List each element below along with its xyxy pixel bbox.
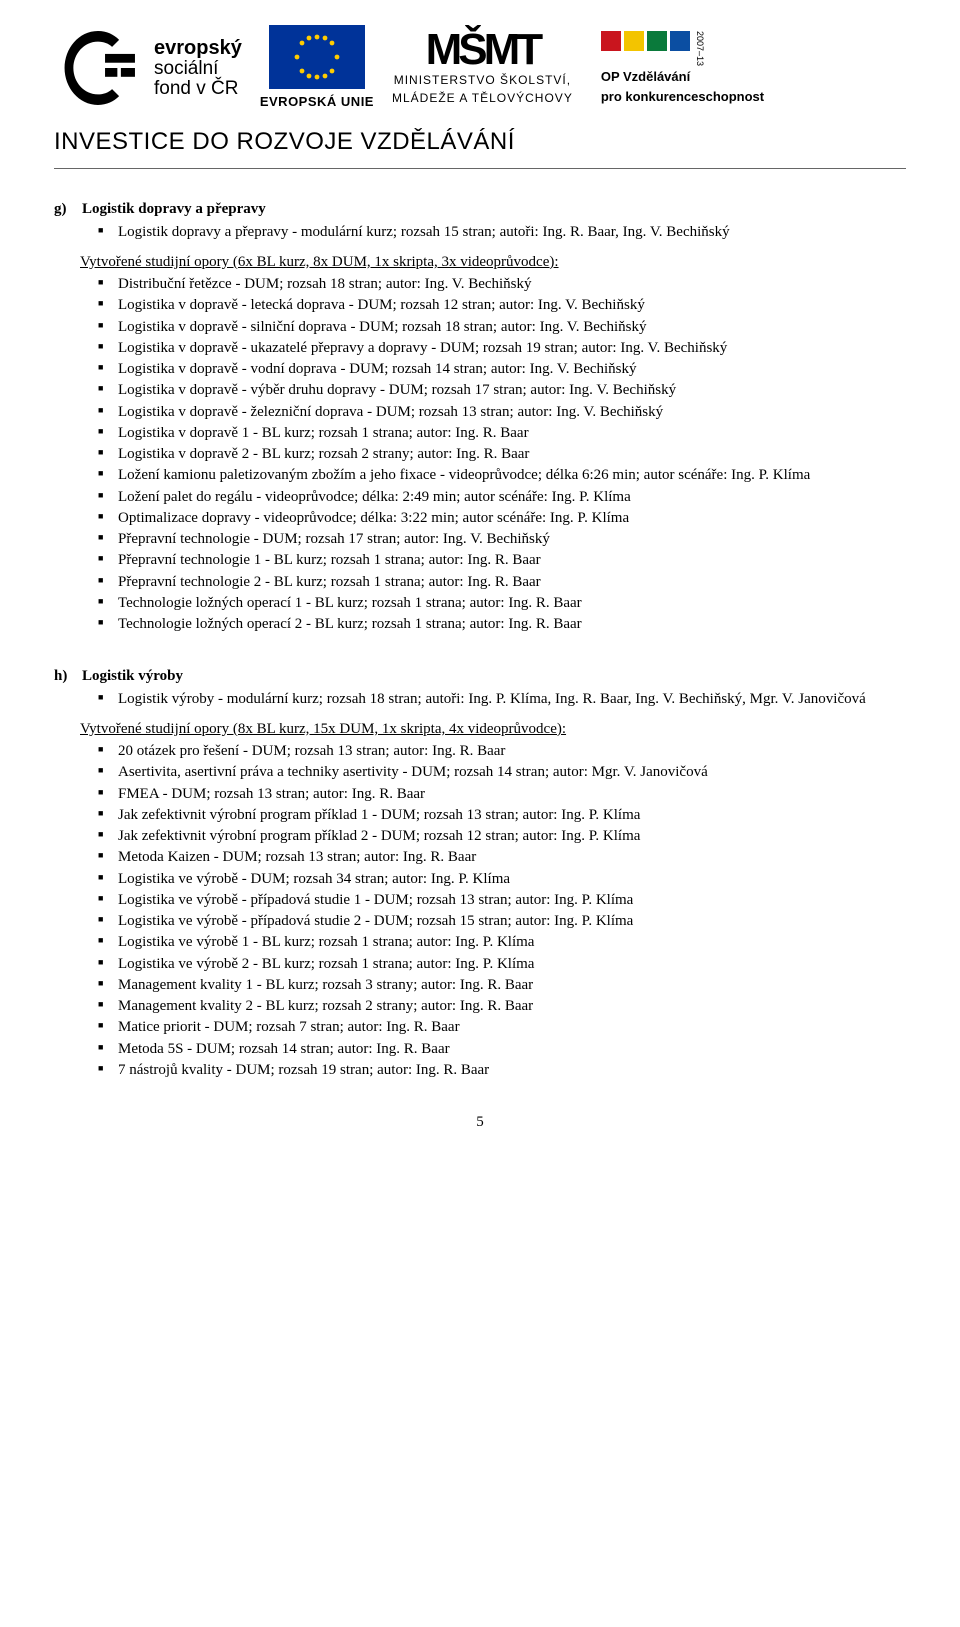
list-item: Management kvality 2 - BL kurz; rozsah 2… bbox=[98, 996, 906, 1016]
list-item: Přepravní technologie 1 - BL kurz; rozsa… bbox=[98, 550, 906, 570]
section-g-subintro: Vytvořené studijní opory (6x BL kurz, 8x… bbox=[80, 252, 906, 272]
section-list: g) Logistik dopravy a přepravy Logistik … bbox=[54, 199, 906, 1080]
list-item: Metoda Kaizen - DUM; rozsah 13 stran; au… bbox=[98, 847, 906, 867]
eu-flag-icon bbox=[269, 25, 365, 89]
logo-eu: EVROPSKÁ UNIE bbox=[260, 25, 374, 111]
list-item: Technologie ložných operací 2 - BL kurz;… bbox=[98, 614, 906, 634]
list-item: Logistika v dopravě - vodní doprava - DU… bbox=[98, 359, 906, 379]
msmt-mark: MŠMT bbox=[426, 30, 540, 70]
list-item: Přepravní technologie - DUM; rozsah 17 s… bbox=[98, 529, 906, 549]
section-g: g) Logistik dopravy a přepravy Logistik … bbox=[54, 199, 906, 634]
section-g-intro-list: Logistik dopravy a přepravy - modulární … bbox=[98, 222, 906, 242]
list-item: Logistika v dopravě - ukazatelé přepravy… bbox=[98, 338, 906, 358]
section-h-subintro: Vytvořené studijní opory (8x BL kurz, 15… bbox=[80, 719, 906, 739]
list-item: Jak zefektivnit výrobní program příklad … bbox=[98, 805, 906, 825]
op-boxes-icon bbox=[601, 31, 690, 51]
list-item: Jak zefektivnit výrobní program příklad … bbox=[98, 826, 906, 846]
list-item: Logistika v dopravě - letecká doprava - … bbox=[98, 295, 906, 315]
list-item: Logistika ve výrobě - případová studie 1… bbox=[98, 890, 906, 910]
list-item: Metoda 5S - DUM; rozsah 14 stran; autor:… bbox=[98, 1039, 906, 1059]
esf-icon bbox=[54, 24, 142, 112]
list-item: Logistika v dopravě 2 - BL kurz; rozsah … bbox=[98, 444, 906, 464]
section-h-intro-list: Logistik výroby - modulární kurz; rozsah… bbox=[98, 689, 906, 709]
logo-esf: evropský sociální fond v ČR bbox=[54, 24, 242, 112]
list-item: Přepravní technologie 2 - BL kurz; rozsa… bbox=[98, 572, 906, 592]
header-logos: evropský sociální fond v ČR EVROPSKÁ UNI… bbox=[54, 24, 906, 112]
list-item: Logistik dopravy a přepravy - modulární … bbox=[98, 222, 906, 242]
section-h-title: Logistik výroby bbox=[82, 666, 183, 686]
list-item: FMEA - DUM; rozsah 13 stran; autor: Ing.… bbox=[98, 784, 906, 804]
list-item: Logistika v dopravě 1 - BL kurz; rozsah … bbox=[98, 423, 906, 443]
list-item: Logistika ve výrobě - případová studie 2… bbox=[98, 911, 906, 931]
list-item: Ložení palet do regálu - videoprůvodce; … bbox=[98, 487, 906, 507]
section-h-letter: h) bbox=[54, 666, 74, 686]
list-item: 7 nástrojů kvality - DUM; rozsah 19 stra… bbox=[98, 1060, 906, 1080]
logo-msmt: MŠMT MINISTERSTVO ŠKOLSTVÍ, MLÁDEŽE A TĚ… bbox=[392, 30, 573, 106]
list-item: Logistika ve výrobě 1 - BL kurz; rozsah … bbox=[98, 932, 906, 952]
section-g-head: g) Logistik dopravy a přepravy bbox=[54, 199, 906, 219]
op-line2: pro konkurenceschopnost bbox=[601, 88, 764, 106]
divider bbox=[54, 168, 906, 169]
msmt-line2: MLÁDEŽE A TĚLOVÝCHOVY bbox=[392, 90, 573, 106]
logo-op: 2007–13 OP Vzdělávání pro konkurencescho… bbox=[591, 31, 764, 105]
list-item: Optimalizace dopravy - videoprůvodce; dé… bbox=[98, 508, 906, 528]
section-h: h) Logistik výroby Logistik výroby - mod… bbox=[54, 666, 906, 1080]
op-line1: OP Vzdělávání bbox=[601, 68, 690, 86]
section-g-title: Logistik dopravy a přepravy bbox=[82, 199, 266, 219]
list-item: Logistik výroby - modulární kurz; rozsah… bbox=[98, 689, 906, 709]
list-item: Technologie ložných operací 1 - BL kurz;… bbox=[98, 593, 906, 613]
eu-label: EVROPSKÁ UNIE bbox=[260, 93, 374, 111]
list-item: Distribuční řetězce - DUM; rozsah 18 str… bbox=[98, 274, 906, 294]
section-g-items: Distribuční řetězce - DUM; rozsah 18 str… bbox=[98, 274, 906, 634]
list-item: Logistika ve výrobě 2 - BL kurz; rozsah … bbox=[98, 954, 906, 974]
msmt-line1: MINISTERSTVO ŠKOLSTVÍ, bbox=[394, 72, 571, 88]
page-headline: INVESTICE DO ROZVOJE VZDĚLÁVÁNÍ bbox=[54, 126, 906, 158]
list-item: Asertivita, asertivní práva a techniky a… bbox=[98, 762, 906, 782]
list-item: Matice priorit - DUM; rozsah 7 stran; au… bbox=[98, 1017, 906, 1037]
op-year: 2007–13 bbox=[694, 31, 706, 66]
list-item: Logistika ve výrobě - DUM; rozsah 34 str… bbox=[98, 869, 906, 889]
esf-line2: sociální bbox=[154, 59, 242, 79]
list-item: 20 otázek pro řešení - DUM; rozsah 13 st… bbox=[98, 741, 906, 761]
esf-text: evropský sociální fond v ČR bbox=[154, 38, 242, 99]
page-number: 5 bbox=[54, 1112, 906, 1132]
list-item: Logistika v dopravě - silniční doprava -… bbox=[98, 317, 906, 337]
list-item: Logistika v dopravě - železniční doprava… bbox=[98, 402, 906, 422]
section-h-head: h) Logistik výroby bbox=[54, 666, 906, 686]
list-item: Ložení kamionu paletizovaným zbožím a je… bbox=[98, 465, 906, 485]
list-item: Logistika v dopravě - výběr druhu doprav… bbox=[98, 380, 906, 400]
section-g-letter: g) bbox=[54, 199, 74, 219]
esf-line3: fond v ČR bbox=[154, 79, 242, 99]
esf-line1: evropský bbox=[154, 38, 242, 59]
list-item: Management kvality 1 - BL kurz; rozsah 3… bbox=[98, 975, 906, 995]
section-h-items: 20 otázek pro řešení - DUM; rozsah 13 st… bbox=[98, 741, 906, 1080]
